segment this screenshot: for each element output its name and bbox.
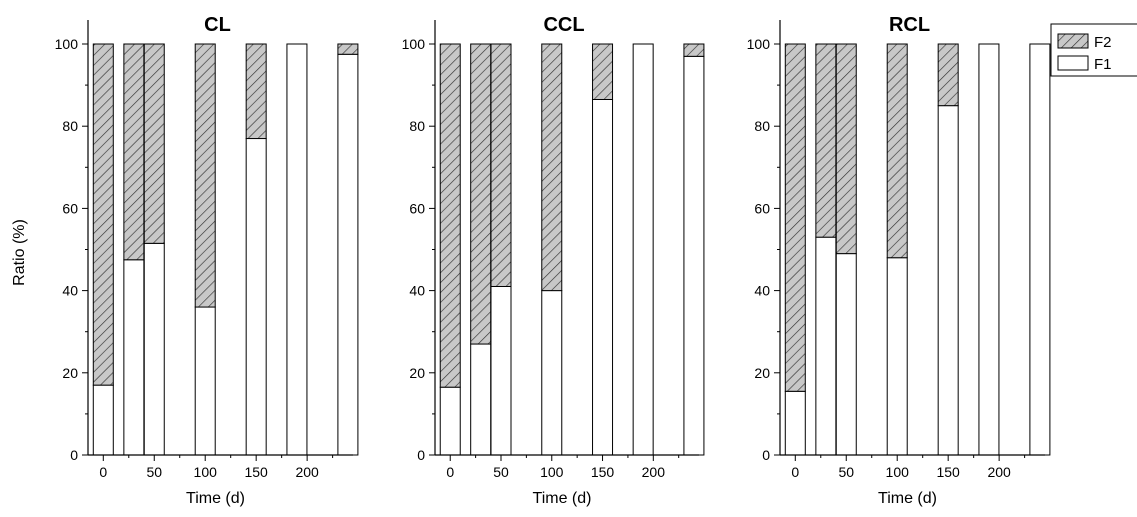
y-tick-label: 100 (402, 36, 426, 52)
x-tick-label: 200 (295, 464, 319, 480)
x-tick-label: 100 (194, 464, 218, 480)
x-axis-label: Time (d) (533, 490, 592, 507)
bar-f1 (439, 386, 461, 456)
bar-f2 (470, 43, 492, 345)
bar-f2 (541, 43, 563, 292)
y-tick-label: 80 (754, 118, 770, 134)
bar-f1 (194, 306, 216, 456)
bar-f1 (337, 53, 359, 456)
x-axis-label: Time (d) (878, 490, 937, 507)
bar-f1 (886, 257, 908, 456)
x-axis-label: Time (d) (186, 490, 245, 507)
bar-f2 (245, 43, 267, 140)
legend-label-f2: F2 (1094, 34, 1112, 51)
bar-f2 (123, 43, 145, 261)
y-tick-label: 40 (62, 283, 78, 299)
bar-f1 (541, 290, 563, 456)
y-tick-label: 20 (62, 365, 78, 381)
y-tick-label: 100 (747, 36, 771, 52)
bar-f1 (632, 43, 654, 456)
bar-f1 (286, 43, 308, 456)
bar-f1 (784, 390, 806, 456)
x-tick-label: 50 (838, 464, 854, 480)
y-tick-label: 0 (417, 447, 425, 463)
y-tick-label: 60 (62, 200, 78, 216)
y-axis-label: Ratio (%) (11, 219, 28, 286)
panel-title: CL (204, 14, 231, 36)
bar-f1 (835, 253, 857, 456)
bar-f1 (978, 43, 1000, 456)
x-tick-label: 200 (642, 464, 666, 480)
bar-f2 (490, 43, 512, 287)
bar-f1 (470, 343, 492, 456)
x-tick-label: 50 (493, 464, 509, 480)
bar-f2 (92, 43, 114, 386)
bar-f1 (683, 55, 705, 456)
y-tick-label: 0 (762, 447, 770, 463)
y-tick-label: 40 (409, 283, 425, 299)
y-tick-label: 20 (754, 365, 770, 381)
bar-f2 (592, 43, 614, 100)
bar-f1 (937, 105, 959, 456)
y-tick-label: 60 (754, 200, 770, 216)
bar-f2 (439, 43, 461, 388)
legend-swatch-f1 (1057, 55, 1089, 71)
y-tick-label: 60 (409, 200, 425, 216)
x-tick-label: 50 (146, 464, 162, 480)
x-tick-label: 150 (591, 464, 615, 480)
x-tick-label: 150 (936, 464, 960, 480)
bar-f1 (815, 236, 837, 456)
bar-f2 (143, 43, 165, 244)
panel-title: CCL (543, 14, 584, 36)
chart-panel-cl: 0 20 40 60 80 100 0 50 100 150 200 CL Time (d) Ratio … (11, 14, 359, 507)
legend-swatch-f2 (1057, 33, 1089, 49)
bar-f2 (937, 43, 959, 107)
x-tick-label: 150 (244, 464, 268, 480)
legend-label-f1: F1 (1094, 56, 1112, 73)
bar-f2 (337, 43, 359, 55)
x-tick-label: 0 (446, 464, 454, 480)
x-tick-label: 0 (791, 464, 799, 480)
chart-panel-ccl: 0 20 40 60 80 100 0 50 100 150 200 CCL Time (d) (402, 14, 705, 507)
x-tick-label: 100 (886, 464, 910, 480)
panel-title: RCL (889, 14, 930, 36)
bar-f1 (245, 138, 267, 456)
bar-f1 (592, 98, 614, 456)
bar-f2 (886, 43, 908, 259)
bar-f1 (92, 384, 114, 456)
x-tick-label: 200 (987, 464, 1011, 480)
bar-f1 (490, 285, 512, 456)
bar-f1 (123, 259, 145, 456)
bar-f1 (143, 242, 165, 456)
bar-f2 (815, 43, 837, 238)
x-tick-label: 100 (540, 464, 564, 480)
bar-f2 (835, 43, 857, 255)
x-tick-label: 0 (99, 464, 107, 480)
bar-f1 (1029, 43, 1051, 456)
bar-f2 (784, 43, 806, 392)
y-tick-label: 100 (55, 36, 79, 52)
y-tick-label: 80 (409, 118, 425, 134)
bar-f2 (683, 43, 705, 57)
bar-f2 (194, 43, 216, 308)
y-tick-label: 20 (409, 365, 425, 381)
y-tick-label: 80 (62, 118, 78, 134)
y-tick-label: 40 (754, 283, 770, 299)
y-tick-label: 0 (70, 447, 78, 463)
